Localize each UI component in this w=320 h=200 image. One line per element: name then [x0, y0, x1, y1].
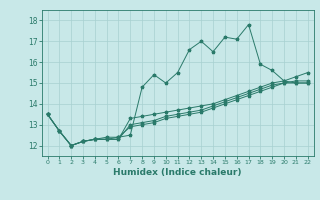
X-axis label: Humidex (Indice chaleur): Humidex (Indice chaleur): [113, 168, 242, 177]
